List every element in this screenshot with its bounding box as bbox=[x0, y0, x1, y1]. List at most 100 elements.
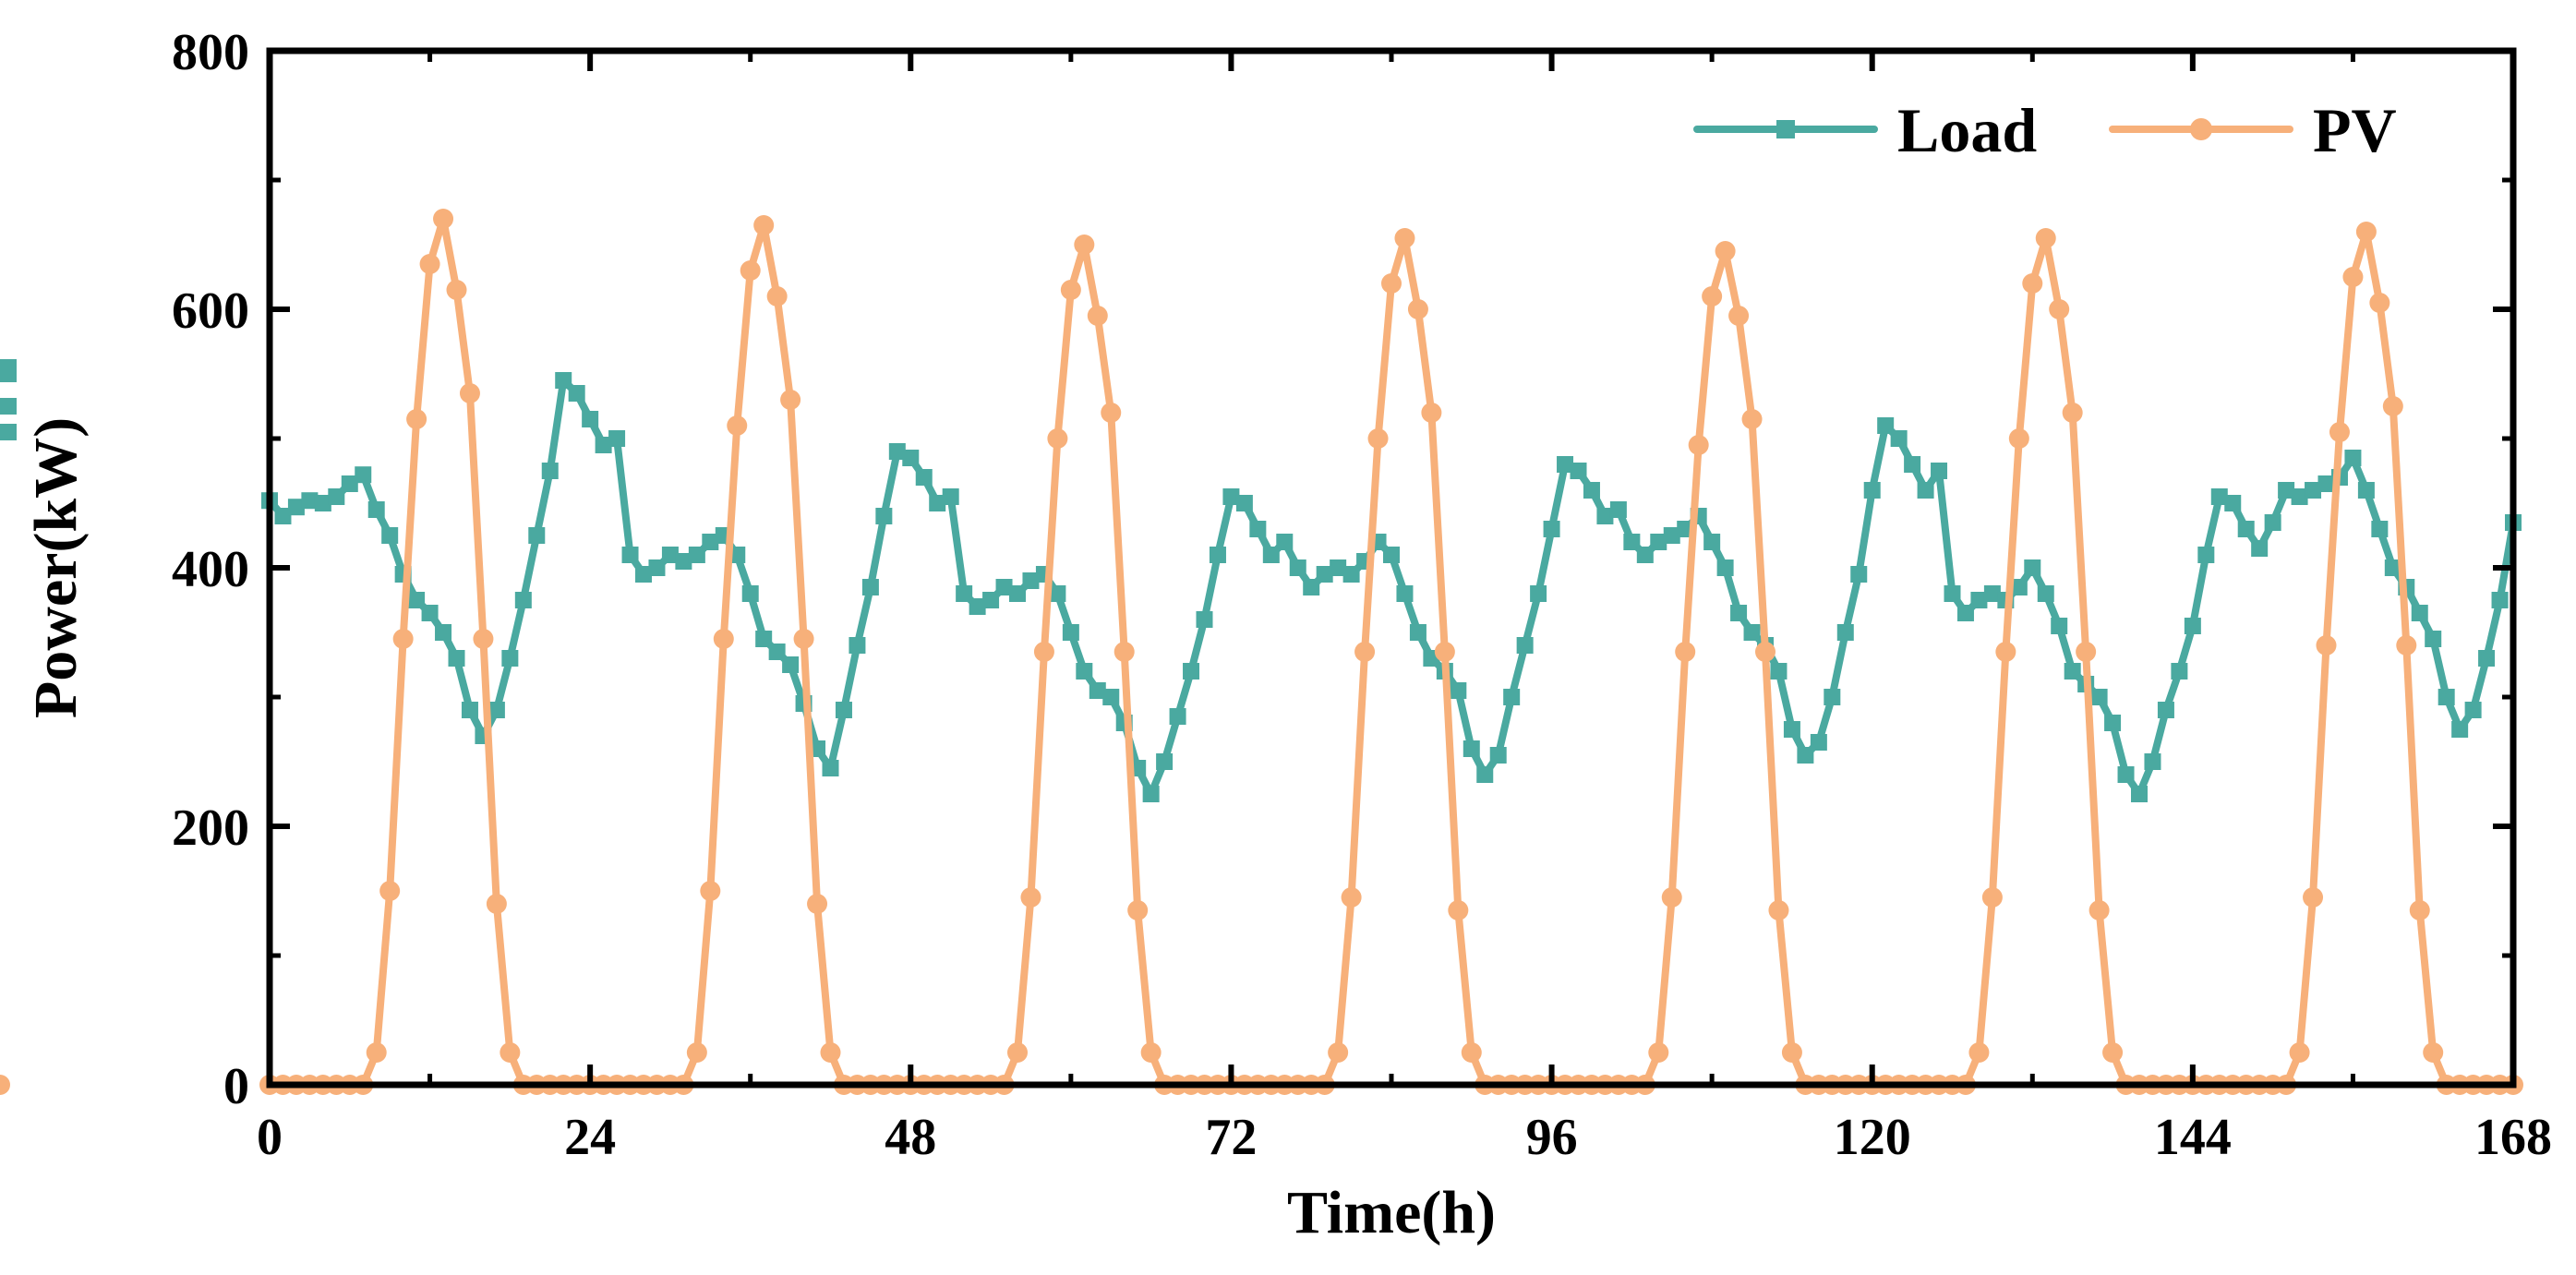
pv-point bbox=[793, 629, 814, 649]
load-point bbox=[1663, 527, 1680, 544]
pv-point bbox=[1074, 235, 1095, 255]
load-point bbox=[2344, 450, 2362, 466]
load-point bbox=[1235, 495, 1253, 511]
load-point bbox=[555, 372, 572, 389]
pv-point bbox=[2423, 1042, 2444, 1063]
load-point bbox=[541, 463, 559, 479]
pv-point bbox=[2303, 887, 2324, 908]
pv-point bbox=[379, 881, 401, 901]
x-tick-label: 48 bbox=[885, 1109, 936, 1166]
pv-point bbox=[2102, 1042, 2124, 1063]
load-point bbox=[314, 495, 331, 511]
load-point bbox=[782, 656, 800, 673]
load-point bbox=[367, 501, 385, 518]
pv-point bbox=[2022, 273, 2043, 294]
pv-point bbox=[2062, 403, 2083, 423]
pv-point bbox=[2088, 900, 2110, 920]
pv-point bbox=[2035, 228, 2056, 248]
pv-point bbox=[2396, 635, 2417, 656]
load-point bbox=[421, 605, 439, 621]
load-point bbox=[1983, 585, 2001, 602]
pv-point bbox=[740, 260, 761, 281]
plot-frame bbox=[266, 47, 2517, 1089]
pv-point bbox=[1113, 642, 1135, 662]
load-point bbox=[1209, 547, 1226, 563]
load-point bbox=[381, 527, 399, 544]
load-point bbox=[2278, 482, 2295, 499]
pv-point bbox=[1020, 887, 1041, 908]
pv-point bbox=[1434, 642, 1455, 662]
pv-point bbox=[459, 383, 480, 403]
pv-point bbox=[1461, 1042, 1482, 1063]
pv-point bbox=[780, 390, 801, 410]
load-point bbox=[1156, 753, 1174, 770]
pv-point bbox=[366, 1042, 387, 1063]
load-point bbox=[702, 534, 719, 550]
load-point bbox=[568, 385, 585, 402]
pv-point bbox=[1047, 428, 1068, 449]
load-point bbox=[1890, 430, 1908, 447]
pv-line bbox=[266, 215, 2517, 1089]
y-tick-label: 0 bbox=[223, 1058, 249, 1115]
load-point bbox=[408, 592, 426, 608]
load-point bbox=[755, 631, 773, 647]
load-point bbox=[2224, 495, 2242, 511]
load-point bbox=[1543, 521, 1560, 537]
y-tick-label: 800 bbox=[172, 24, 249, 81]
pv-point bbox=[2409, 900, 2430, 920]
pv-point bbox=[419, 254, 440, 274]
load-point bbox=[1342, 566, 1360, 583]
load-point bbox=[861, 579, 879, 595]
load-point bbox=[1783, 721, 1800, 738]
x-axis-title: Time(h) bbox=[1287, 1179, 1496, 1246]
load-point bbox=[2237, 521, 2255, 537]
y-tick-label: 400 bbox=[172, 541, 249, 598]
load-point bbox=[1169, 708, 1186, 725]
pv-point bbox=[820, 1042, 841, 1063]
load-point bbox=[1330, 559, 1347, 576]
load-point bbox=[2425, 631, 2442, 647]
pv-point bbox=[2342, 267, 2364, 287]
load-point bbox=[1503, 689, 1521, 705]
load-point bbox=[1636, 547, 1654, 563]
pv-point bbox=[1341, 887, 1362, 908]
load-point bbox=[341, 475, 358, 492]
load-point bbox=[1836, 624, 1854, 641]
x-tick-label: 72 bbox=[1205, 1109, 1257, 1166]
legend-item-pv: PV bbox=[2109, 95, 2397, 165]
load-point bbox=[1770, 663, 1788, 680]
x-tick-label: 168 bbox=[2474, 1109, 2552, 1166]
pv-point bbox=[486, 894, 507, 914]
load-point bbox=[1102, 689, 1120, 705]
pv-point bbox=[1768, 900, 1789, 920]
y-tick-label: 200 bbox=[172, 800, 249, 857]
pv-point bbox=[1448, 900, 1469, 920]
pv-point bbox=[406, 409, 427, 429]
pv-point bbox=[2049, 299, 2070, 319]
load-point bbox=[969, 598, 986, 615]
pv-point bbox=[700, 881, 721, 901]
pv-point bbox=[2369, 293, 2390, 313]
load-point bbox=[942, 488, 959, 505]
load-point bbox=[621, 547, 639, 563]
load-point bbox=[461, 702, 478, 718]
load-point bbox=[2037, 585, 2054, 602]
axes-layer: 0 24 48 72 96 120 144 168 0 200 400 600 800 Time(h) Po… bbox=[22, 24, 2552, 1246]
legend-label-pv: PV bbox=[2313, 95, 2397, 165]
pv-point bbox=[1688, 435, 1709, 455]
load-point bbox=[1944, 585, 1961, 602]
load-point bbox=[1022, 572, 1040, 589]
legend: Load PV bbox=[1693, 95, 2397, 165]
load-point bbox=[1650, 534, 1667, 550]
load-point bbox=[835, 702, 852, 718]
load-point bbox=[0, 366, 17, 382]
load-point bbox=[1850, 566, 1868, 583]
x-tick-label: 96 bbox=[1526, 1109, 1578, 1166]
load-point bbox=[1316, 566, 1333, 583]
series-load bbox=[0, 359, 2522, 802]
pv-point bbox=[2382, 396, 2403, 416]
load-point bbox=[2064, 663, 2081, 680]
pv-point bbox=[1648, 1042, 1669, 1063]
pv-point bbox=[1755, 642, 1776, 662]
load-point bbox=[741, 585, 759, 602]
